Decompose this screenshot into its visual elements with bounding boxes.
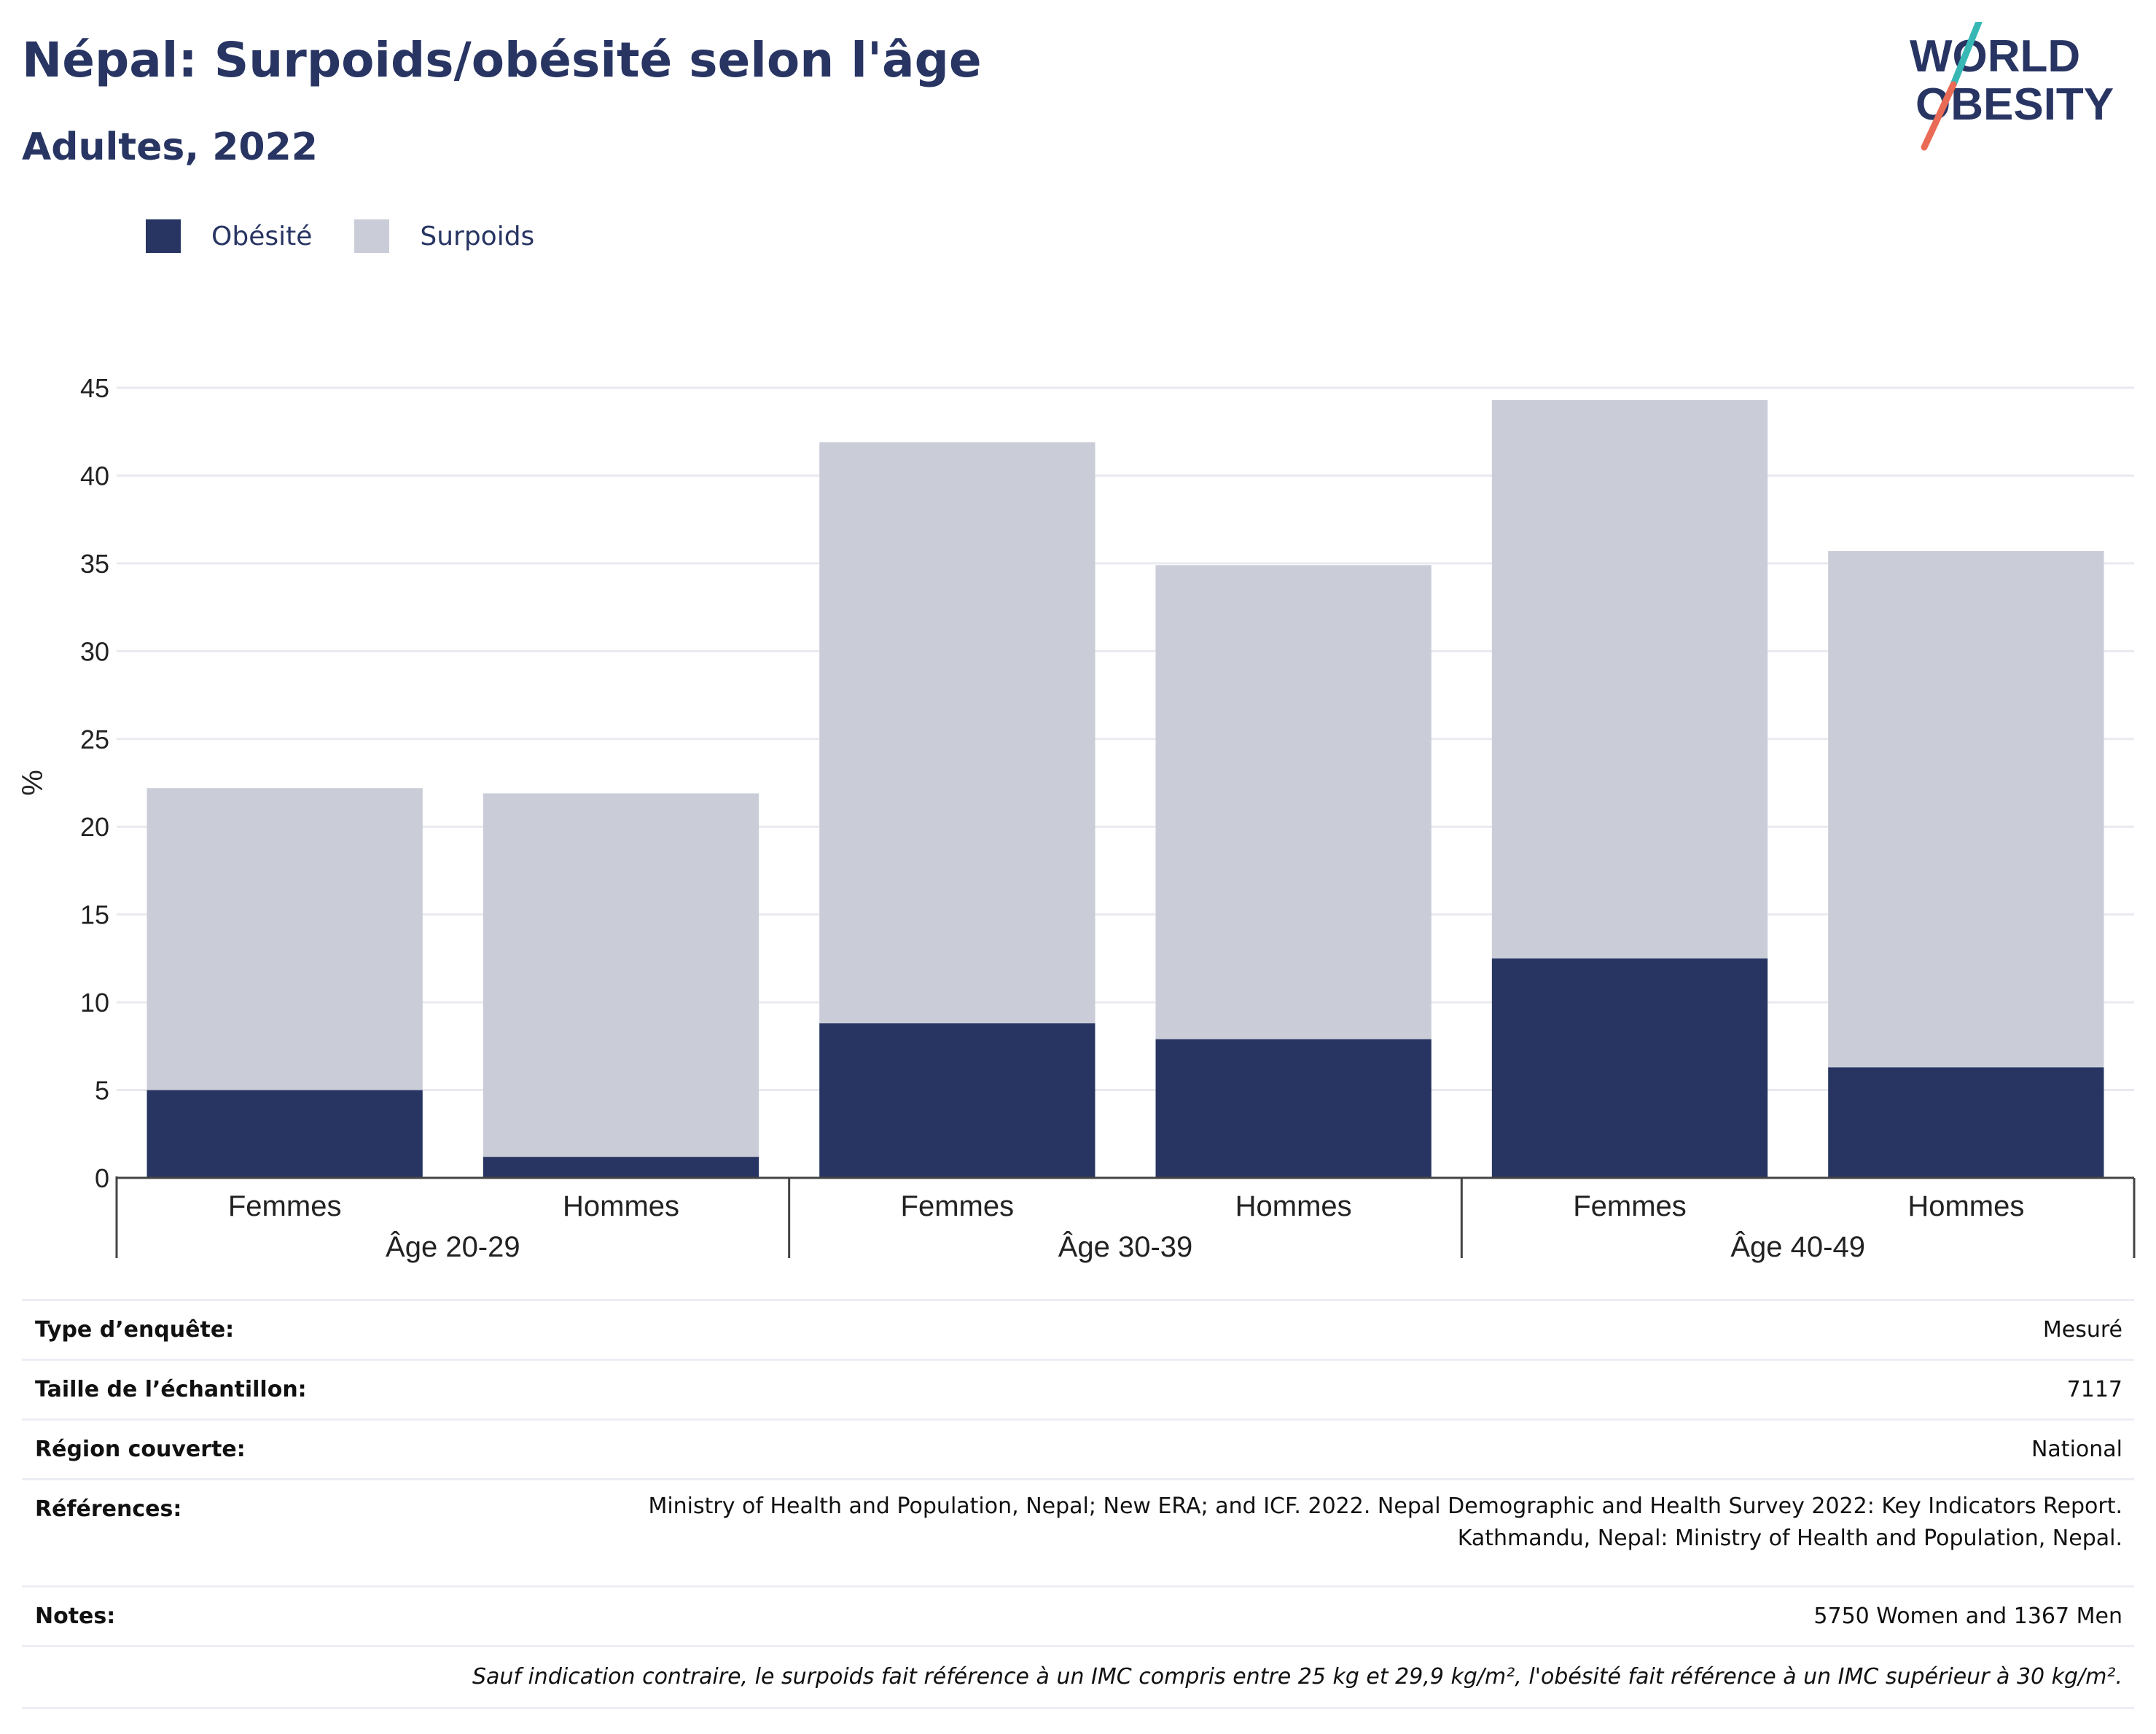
bar-ob-sit--6 [1828, 1067, 2104, 1178]
info-row-region: Région couverte: National [22, 1418, 2134, 1480]
y-tick-label: 25 [80, 725, 109, 754]
legend: Obésité Surpoids [146, 216, 577, 257]
x-tick-label: Hommes [563, 1190, 679, 1222]
info-row-footnote: Sauf indication contraire, le surpoids f… [22, 1645, 2134, 1709]
y-tick-label: 45 [80, 373, 109, 403]
logo-slash-coral [1921, 81, 1957, 151]
info-key: Région couverte: [22, 1418, 545, 1480]
info-value: 5750 Women and 1367 Men [545, 1585, 2134, 1647]
y-tick-label: 10 [80, 988, 109, 1018]
y-axis-title: % [17, 770, 49, 796]
y-tick-label: 35 [80, 549, 109, 579]
x-tick-label: Femmes [228, 1190, 342, 1222]
legend-label-surpoids: Surpoids [420, 221, 535, 251]
logo-slash-teal [1950, 22, 1983, 88]
footnote: Sauf indication contraire, le surpoids f… [22, 1645, 2134, 1709]
info-value: 7117 [545, 1359, 2134, 1420]
x-tick-label: Hommes [1907, 1190, 2024, 1222]
survey-info-table: Type d’enquête: Mesuré Taille de l’échan… [22, 1299, 2134, 1709]
bar-ob-sit--4 [1155, 1039, 1432, 1178]
bar-surpoids-4 [1155, 565, 1432, 1039]
y-tick-label: 30 [80, 636, 109, 666]
info-row-sample-size: Taille de l’échantillon: 7117 [22, 1359, 2134, 1420]
world-obesity-logo: WORLD OBESITY [1910, 22, 2114, 151]
legend-item-surpoids[interactable]: Surpoids [354, 219, 534, 253]
info-key: Type d’enquête: [22, 1299, 545, 1360]
bar-surpoids-5 [1491, 399, 1768, 958]
stacked-bar-chart: 0 5 10 15 20 25 30 35 40 45% Femmes Hommes Femmes Hom… [17, 373, 2136, 1263]
legend-swatch-surpoids [354, 219, 390, 253]
group-label: Âge 20-29 [386, 1230, 520, 1263]
info-row-notes: Notes: 5750 Women and 1367 Men [22, 1585, 2134, 1647]
bar-ob-sit--1 [147, 1090, 423, 1178]
chart-title: Népal: Surpoids/obésité selon l'âge [22, 32, 982, 88]
info-key: Taille de l’échantillon: [22, 1359, 545, 1420]
logo-line1: WORLD [1910, 31, 2080, 82]
bar-surpoids-1 [147, 788, 423, 1090]
bar-surpoids-3 [819, 442, 1095, 1024]
y-tick-label: 15 [80, 900, 109, 930]
x-tick-label: Femmes [1573, 1190, 1687, 1222]
x-tick-label: Hommes [1235, 1190, 1352, 1222]
reference-line-1: Ministry of Health and Population, Nepal… [648, 1493, 2122, 1519]
y-tick-label: 5 [95, 1076, 109, 1106]
legend-swatch-obesite [146, 219, 181, 253]
info-key: Notes: [22, 1585, 545, 1647]
info-value: National [545, 1418, 2134, 1480]
bar-ob-sit--2 [483, 1157, 759, 1178]
bar-surpoids-6 [1828, 551, 2104, 1068]
y-tick-label: 0 [95, 1163, 109, 1193]
group-label: Âge 30-39 [1058, 1230, 1193, 1263]
bar-ob-sit--3 [819, 1023, 1095, 1178]
bar-ob-sit--5 [1491, 958, 1768, 1178]
legend-label-obesite: Obésité [211, 221, 313, 251]
y-tick-label: 40 [80, 461, 109, 491]
y-tick-label: 20 [80, 812, 109, 842]
chart-subtitle: Adultes, 2022 [22, 125, 318, 169]
x-tick-label: Femmes [901, 1190, 1015, 1222]
info-value: Mesuré [545, 1299, 2134, 1360]
reference-line-2: Kathmandu, Nepal: Ministry of Health and… [1457, 1526, 2122, 1551]
legend-item-obesite[interactable]: Obésité [146, 219, 312, 253]
bar-surpoids-2 [483, 793, 759, 1157]
info-row-references: Références: Ministry of Health and Popul… [22, 1478, 2134, 1587]
group-label: Âge 40-49 [1730, 1230, 1865, 1263]
info-value: Ministry of Health and Population, Nepal… [545, 1478, 2134, 1587]
info-key: Références: [22, 1478, 545, 1587]
info-row-survey-type: Type d’enquête: Mesuré [22, 1299, 2134, 1360]
